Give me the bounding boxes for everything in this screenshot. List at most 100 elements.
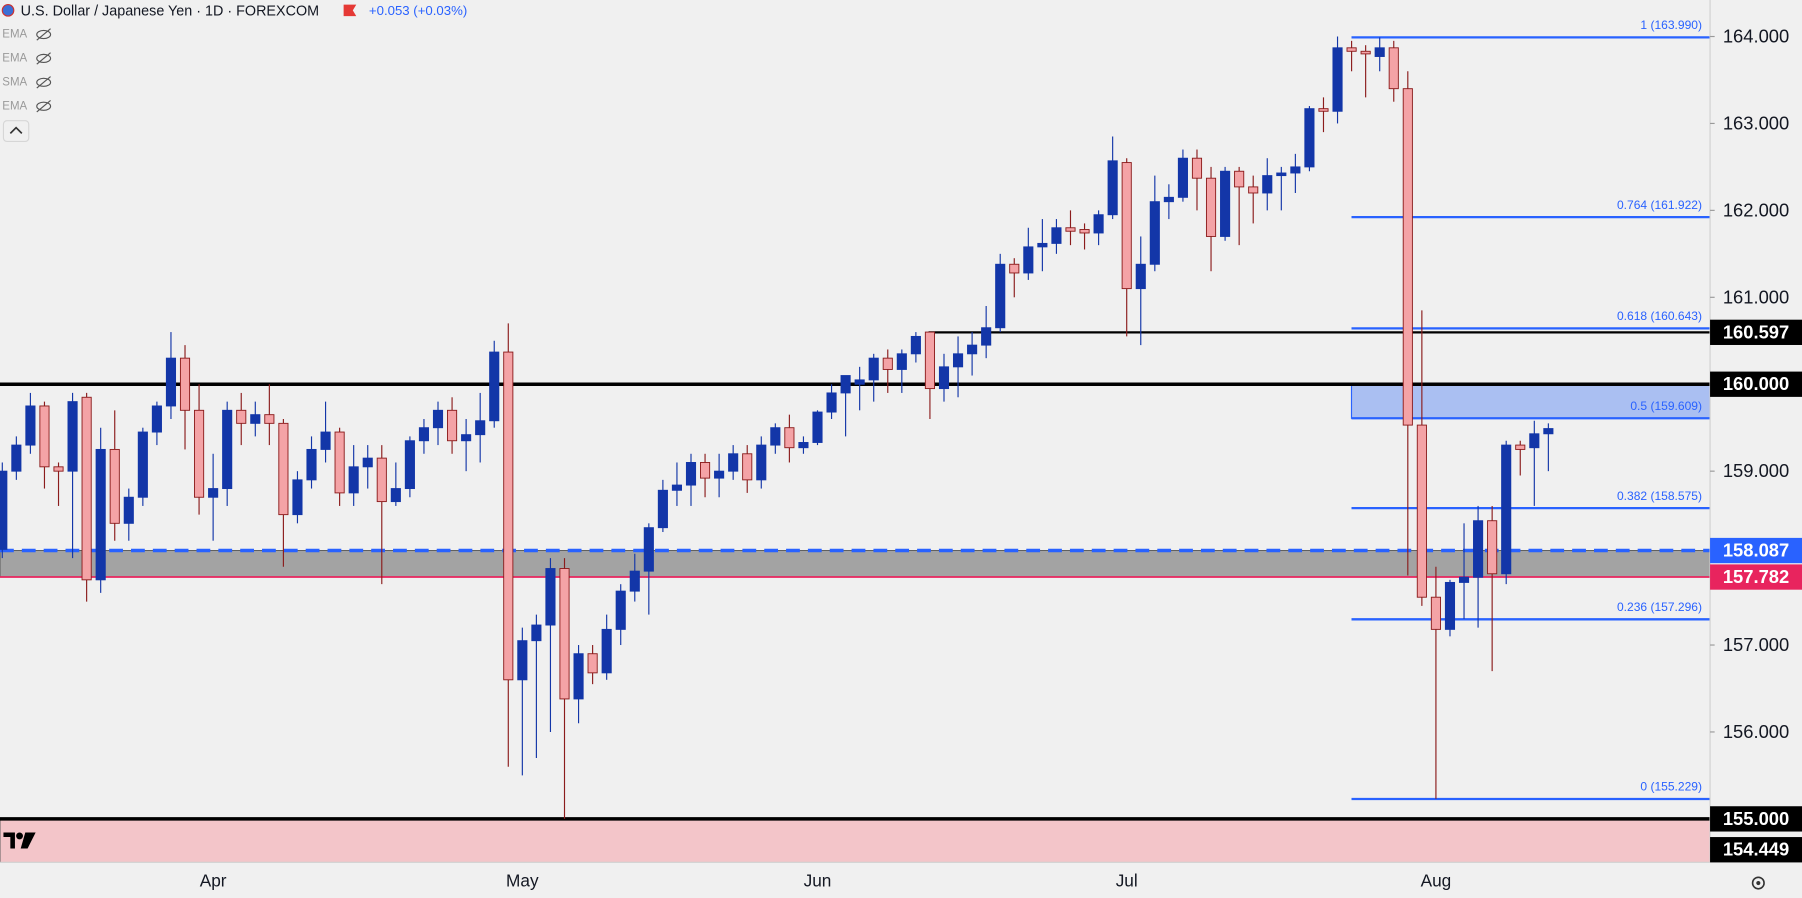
- candle-body: [165, 357, 177, 407]
- logo-part: [3, 832, 15, 849]
- candle-body: [573, 653, 584, 700]
- candle-body: [1121, 162, 1132, 290]
- candle-body: [1009, 263, 1020, 274]
- candle-body: [812, 411, 823, 443]
- candle-body: [306, 448, 317, 481]
- price-label: 160.000: [1723, 373, 1789, 394]
- candle-body: [208, 488, 219, 498]
- plot-area: 1 (163.990) 0.764 (161.922) 0.618 (160.643…: [0, 18, 1711, 863]
- candle-body: [123, 496, 134, 524]
- candle-body: [615, 590, 626, 630]
- candle-body: [39, 405, 50, 468]
- candle-body: [685, 462, 697, 486]
- visibility-icon: [36, 76, 51, 89]
- y-tick-label: 156.000: [1723, 721, 1789, 742]
- gear[interactable]: [1751, 876, 1765, 890]
- candle-body: [657, 489, 668, 529]
- zone: [0, 818, 1711, 863]
- logo-part: [20, 832, 36, 849]
- logo-part: [16, 832, 23, 840]
- visibility-icon: [36, 77, 52, 87]
- candle-body: [840, 375, 851, 394]
- candle-body: [278, 422, 289, 516]
- candle-body: [25, 405, 36, 446]
- candle-body: [475, 420, 486, 436]
- candle-body: [910, 335, 921, 355]
- candle-body: [728, 453, 739, 472]
- symbol-title: U.S. Dollar / Japanese Yen · 1D · FOREXC…: [21, 3, 319, 19]
- candle-body: [1332, 47, 1343, 112]
- candle-body: [1529, 433, 1540, 449]
- candle-body: [1290, 166, 1301, 174]
- x-tick-label: Aug: [1421, 870, 1452, 890]
- price-label-box: [1710, 564, 1802, 590]
- fib-label: 0.764 (161.922): [1617, 198, 1702, 212]
- candle-body: [531, 624, 542, 642]
- candle-body: [264, 414, 275, 424]
- fib-label: 0.382 (158.575): [1617, 489, 1702, 503]
- price-label: 157.782: [1723, 566, 1789, 587]
- candle-body: [938, 366, 950, 390]
- price-label: 158.087: [1723, 540, 1789, 561]
- candle-body: [1065, 227, 1076, 232]
- candle-body: [1262, 175, 1273, 194]
- candle-body: [756, 444, 767, 481]
- candle-body: [376, 457, 387, 503]
- candle-body: [1374, 47, 1385, 57]
- x-tick-label: Jul: [1116, 870, 1138, 890]
- candle-body: [1276, 172, 1287, 177]
- candle-body: [222, 409, 233, 490]
- candle-body: [1163, 196, 1174, 203]
- candle-body: [1360, 50, 1371, 55]
- candle-body: [1416, 424, 1427, 598]
- indicator-label: EMA: [2, 29, 27, 41]
- collapse-icon: [9, 126, 23, 134]
- candle-body: [109, 448, 120, 524]
- candle-body: [1501, 444, 1512, 575]
- candle-body: [489, 351, 500, 422]
- symbol-flag: [1, 4, 15, 17]
- candle-body: [11, 444, 22, 472]
- candle-body: [53, 466, 64, 472]
- candle-body: [179, 357, 191, 411]
- candle-body: [1318, 108, 1329, 112]
- candle-body: [1388, 47, 1399, 90]
- candle-body: [981, 327, 992, 346]
- candle-body: [1051, 227, 1062, 244]
- settings-icon[interactable]: [1751, 876, 1765, 890]
- candle-body: [896, 353, 907, 370]
- x-tick-label: May: [506, 870, 539, 890]
- candle-body: [1458, 576, 1470, 583]
- candle-body: [1346, 47, 1357, 52]
- candle-body: [854, 379, 865, 385]
- candle-body: [742, 453, 753, 481]
- y-tick-label: 157.000: [1723, 634, 1789, 655]
- indicator-label: SMA: [2, 76, 27, 88]
- candle-body: [952, 353, 964, 368]
- price-axis: 156.000 157.000 159.000 161.000 162.000 163.0…: [1710, 26, 1802, 863]
- candle-body: [868, 357, 879, 381]
- candle-body: [1135, 263, 1146, 290]
- candle-body: [882, 357, 893, 370]
- y-tick-label: 159.000: [1723, 460, 1789, 481]
- logo: [3, 832, 36, 849]
- indicator-label: EMA: [2, 100, 27, 112]
- candle-body: [362, 457, 373, 468]
- collapse-button[interactable]: [2, 120, 30, 143]
- candle-body: [390, 488, 401, 503]
- candle-body: [1093, 214, 1104, 234]
- candle-body: [770, 427, 781, 446]
- price-label: 160.597: [1723, 321, 1789, 342]
- candle-body: [0, 470, 8, 550]
- candle-body: [292, 479, 303, 516]
- price-label-box: [1710, 806, 1802, 832]
- y-tick-label: 162.000: [1723, 199, 1789, 220]
- candle-body: [601, 628, 612, 674]
- candle-body: [643, 527, 654, 572]
- candle-body: [137, 431, 148, 498]
- candle-body: [320, 431, 331, 450]
- visibility-icon: [36, 53, 52, 64]
- candle-body: [995, 263, 1006, 329]
